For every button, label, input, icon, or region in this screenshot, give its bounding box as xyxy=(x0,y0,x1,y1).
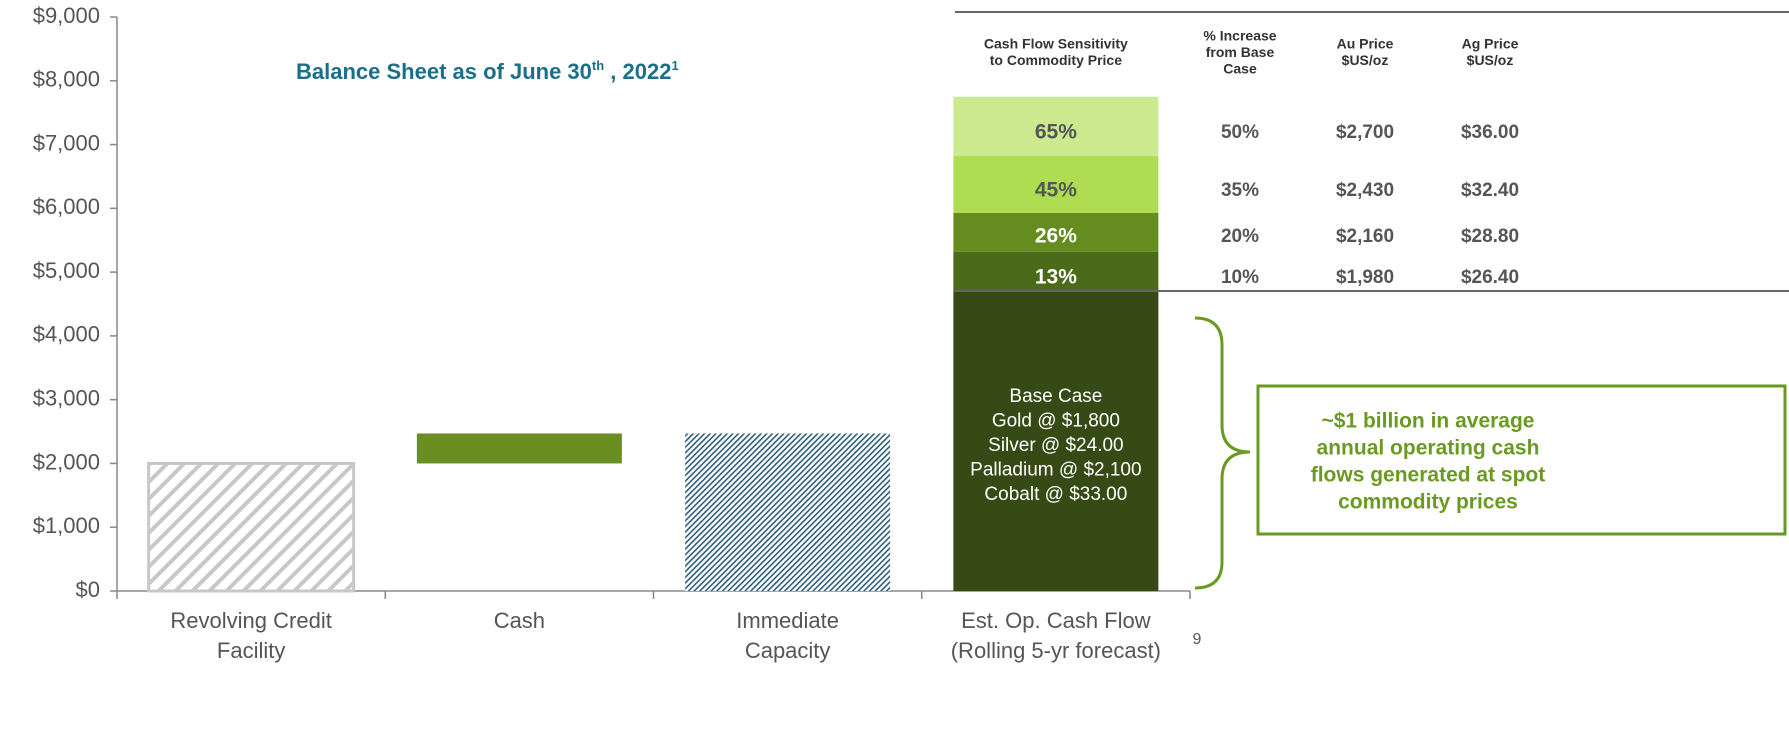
base-case-text: Base Case xyxy=(1009,386,1102,407)
bar-segment xyxy=(953,212,1159,252)
y-tick-label: $3,000 xyxy=(33,385,100,410)
x-tick-label: Revolving Credit xyxy=(170,608,331,633)
table-cell: $2,700 xyxy=(1336,122,1394,143)
table-header: Case xyxy=(1223,61,1257,77)
table-cell: 10% xyxy=(1221,267,1259,288)
base-case-text: Palladium @ $2,100 xyxy=(970,460,1141,481)
x-tick-label: Cash xyxy=(494,608,545,633)
table-header: $US/oz xyxy=(1467,52,1514,68)
bracket xyxy=(1194,316,1251,590)
title-superscript: 1 xyxy=(671,58,678,73)
table-cell: 20% xyxy=(1221,226,1259,247)
table-cell: 65% xyxy=(1035,121,1077,144)
x-tick-label: Capacity xyxy=(745,638,831,663)
table-cell: 35% xyxy=(1221,180,1259,201)
table-cell: 45% xyxy=(1035,179,1077,202)
bar-segment xyxy=(416,433,622,464)
callout-text: commodity prices xyxy=(1338,491,1518,514)
table-cell: $28.80 xyxy=(1461,226,1519,247)
table-header: Au Price xyxy=(1337,36,1394,52)
callout-text: ~$1 billion in average xyxy=(1321,410,1534,433)
table-cell: 26% xyxy=(1035,225,1077,248)
title-text: Balance Sheet as of June 30 xyxy=(296,59,592,84)
bar-segment xyxy=(953,96,1159,157)
base-case-text: Cobalt @ $33.00 xyxy=(984,484,1127,505)
bar-segment xyxy=(953,156,1159,213)
table-header: from Base xyxy=(1206,44,1275,60)
y-tick-label: $2,000 xyxy=(33,449,100,474)
x-tick-label: Facility xyxy=(217,638,285,663)
callout-text: flows generated at spot xyxy=(1311,464,1546,487)
table-header: % Increase xyxy=(1203,28,1276,44)
base-case-text: Gold @ $1,800 xyxy=(992,411,1120,432)
y-tick-label: $4,000 xyxy=(33,322,100,347)
y-tick-label: $9,000 xyxy=(33,3,100,28)
y-tick-label: $7,000 xyxy=(33,130,100,155)
y-tick-label: $5,000 xyxy=(33,258,100,283)
x-tick-label: (Rolling 5-yr forecast) xyxy=(951,638,1161,663)
callout-text: annual operating cash xyxy=(1317,437,1540,460)
y-tick-label: $1,000 xyxy=(33,513,100,538)
table-header: $US/oz xyxy=(1342,52,1389,68)
table-cell: $2,160 xyxy=(1336,226,1394,247)
title-superscript: th xyxy=(592,58,604,73)
bar-segment xyxy=(953,251,1159,292)
table-cell: $36.00 xyxy=(1461,122,1519,143)
table-cell: 13% xyxy=(1035,266,1077,289)
y-tick-label: $0 xyxy=(76,577,100,602)
table-header: Cash Flow Sensitivity xyxy=(984,36,1128,52)
table-cell: 50% xyxy=(1221,122,1259,143)
base-case-text: Silver @ $24.00 xyxy=(988,435,1123,456)
table-cell: $1,980 xyxy=(1336,267,1394,288)
y-tick-label: $6,000 xyxy=(33,194,100,219)
bar-segment xyxy=(953,291,1159,591)
chart-title: Balance Sheet as of June 30th , 20221 xyxy=(296,58,679,83)
callout-box xyxy=(1256,384,1787,536)
bar-segment xyxy=(147,461,356,593)
table-header: Ag Price xyxy=(1462,36,1519,52)
x-tick-label: Est. Op. Cash Flow xyxy=(961,608,1151,633)
table-cell: $32.40 xyxy=(1461,180,1519,201)
bar-segment xyxy=(685,433,891,591)
page-number: 9 xyxy=(1193,631,1202,648)
table-header: to Commodity Price xyxy=(990,52,1122,68)
y-tick-label: $8,000 xyxy=(33,67,100,92)
table-cell: $2,430 xyxy=(1336,180,1394,201)
x-tick-label: Immediate xyxy=(736,608,839,633)
table-cell: $26.40 xyxy=(1461,267,1519,288)
title-text: , 2022 xyxy=(604,59,671,84)
